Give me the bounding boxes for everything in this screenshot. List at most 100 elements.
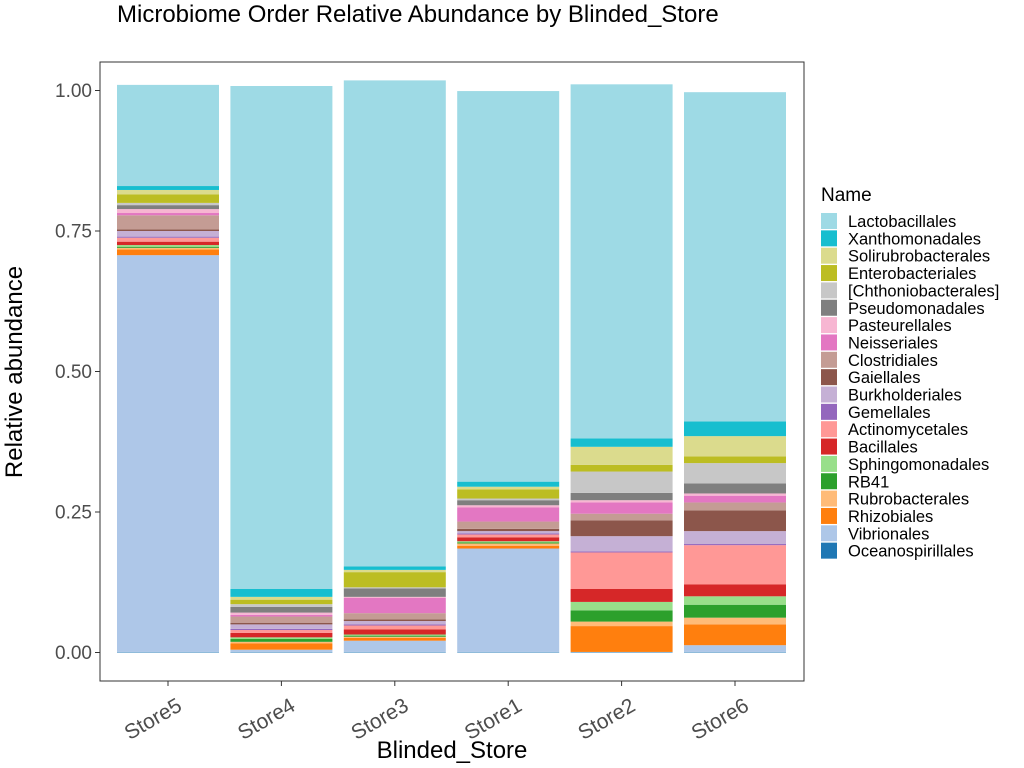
bar-segment-store5-vibrionales [117, 255, 219, 652]
legend-swatch [821, 507, 837, 524]
bar-segment-store3-gemellales [343, 624, 446, 626]
legend-swatch [821, 299, 837, 316]
bar-segment-store3-burkholderiales [343, 621, 446, 625]
bar-segment-store6-rubrobacterales [684, 617, 786, 625]
bar-segment-store1-sphingomonadales [457, 541, 560, 543]
legend-label: Rubrobacterales [848, 491, 969, 509]
bar-segment-store6-rhizobiales [684, 624, 786, 646]
bar-segment-store3-bacillales [343, 629, 446, 635]
x-axis-title: Blinded_Store [377, 737, 528, 764]
bar-segment-store6-lactobacillales [684, 92, 786, 422]
bar-segment-store2-burkholderiales [570, 536, 673, 552]
bar-segment-store1-pseudomonadales [457, 500, 560, 506]
bar-segment-store4-pasteurellales [230, 612, 333, 615]
legend-label: Lactobacillales [848, 213, 956, 231]
chart-title: Microbiome Order Relative Abundance by B… [117, 1, 719, 28]
legend-label: RB41 [848, 473, 889, 491]
bar-segment-store4-gemellales [230, 628, 333, 631]
bar-segment-store4-bacillales [230, 632, 333, 638]
bar-segment-store5-actinomycetales [117, 237, 219, 242]
legend-label: Solirubrobacterales [848, 248, 990, 266]
bar-segment-store6-solirubrobacterales [684, 436, 786, 457]
legend-label: Pasteurellales [848, 317, 952, 335]
bar-segment-store5-pseudomonadales [117, 205, 219, 210]
bar-segment-store1-chthoniobacterales [457, 498, 560, 501]
bar-segment-store3-clostridiales [343, 613, 446, 620]
x-tick-label: Store4 [234, 694, 299, 745]
legend-swatch [821, 386, 837, 403]
x-axis: Store5 Store4 Store3 Store1 Store2 Store6 [121, 681, 753, 745]
legend-swatch [821, 213, 837, 229]
legend-label: Sphingomonadales [848, 456, 989, 474]
legend-swatch [821, 455, 837, 472]
bar-segment-store3-chthoniobacterales [343, 587, 446, 589]
bar-segment-store4-burkholderiales [230, 624, 333, 629]
bar-segment-store6-vibrionales [684, 645, 786, 652]
bar-segment-store3-xanthomonadales [343, 566, 446, 570]
bar-segment-store6-actinomycetales [684, 545, 786, 585]
bar-segment-store6-neisseriales [684, 495, 786, 503]
y-axis-title: Relative abundance [1, 266, 28, 478]
bar-segment-store6-chthoniobacterales [684, 463, 786, 484]
legend-swatch [821, 490, 837, 507]
bar-segment-store1-oceanospirillales [457, 651, 560, 653]
legend-label: Clostridiales [848, 352, 938, 370]
bar-segment-store6-oceanospirillales [684, 651, 786, 653]
bar-segment-store5-rhizobiales [117, 249, 219, 256]
legend-swatch [821, 403, 837, 420]
bar-segment-store3-sphingomonadales [343, 634, 446, 636]
bar-segment-store1-xanthomonadales [457, 481, 560, 487]
legend-label: Gemellales [848, 404, 931, 422]
legend-label: Vibrionales [848, 525, 929, 543]
bar-segment-store1-rb41 [457, 542, 560, 544]
bar-segment-store4-oceanospirillales [230, 651, 333, 653]
legend-label: Gaiellales [848, 369, 920, 387]
x-tick-label: Store6 [688, 694, 753, 745]
bar-segment-store1-lactobacillales [457, 91, 560, 482]
bar-segment-store1-burkholderiales [457, 531, 560, 534]
bar-segment-store3-oceanospirillales [343, 651, 446, 653]
legend-label: Oceanospirillales [848, 543, 974, 561]
legend-swatch [821, 334, 837, 351]
bar-segment-store2-solirubrobacterales [570, 446, 673, 465]
legend-label: [Chthoniobacterales] [848, 282, 999, 300]
legend-swatch [821, 282, 837, 299]
legend-label: Actinomycetales [848, 421, 968, 439]
bar-segment-store5-oceanospirillales [117, 651, 219, 653]
bar-segment-store4-clostridiales [230, 616, 333, 623]
bar-segment-store3-rubrobacterales [343, 636, 446, 638]
bar-segment-store5-clostridiales [117, 215, 219, 230]
bar-segment-store1-bacillales [457, 537, 560, 542]
legend-swatch [821, 317, 837, 334]
bar-segment-store4-enterobacteriales [230, 599, 333, 605]
bar-segment-store5-rb41 [117, 246, 219, 248]
legend-title: Name [821, 185, 872, 206]
bar-segment-store5-solirubrobacterales [117, 189, 219, 195]
bar-segment-store4-actinomycetales [230, 630, 333, 633]
bar-segment-store1-gaiellales [457, 528, 560, 532]
bar-segment-store5-gemellales [117, 236, 219, 238]
legend-label: Bacillales [848, 439, 918, 457]
legend-swatch [821, 438, 837, 455]
legend-label: Enterobacteriales [848, 265, 976, 283]
legend-swatch [821, 230, 837, 247]
bar-segment-store5-neisseriales [117, 213, 219, 216]
bar-segment-store6-gaiellales [684, 510, 786, 532]
y-tick-label: 0.50 [55, 362, 92, 383]
legend-label: Neisseriales [848, 334, 938, 352]
bar-segment-store5-chthoniobacterales [117, 202, 219, 206]
bar-segment-store2-pasteurellales [570, 500, 673, 503]
bar-segment-store2-rb41 [570, 610, 673, 622]
bar-segment-store5-gaiellales [117, 229, 219, 231]
bar-segment-store3-pasteurellales [343, 596, 446, 598]
bar-segment-store3-gaiellales [343, 619, 446, 622]
legend-swatch [821, 542, 837, 559]
bar-segment-store2-oceanospirillales [570, 651, 673, 653]
bar-segment-store5-bacillales [117, 241, 219, 246]
y-tick-label: 1.00 [55, 81, 92, 102]
bar-segment-store1-enterobacteriales [457, 489, 560, 499]
legend-swatch [821, 525, 837, 542]
bar-segment-store2-lactobacillales [570, 84, 673, 439]
bar-segment-store5-lactobacillales [117, 84, 219, 187]
bar-segment-store4-pseudomonadales [230, 606, 333, 613]
